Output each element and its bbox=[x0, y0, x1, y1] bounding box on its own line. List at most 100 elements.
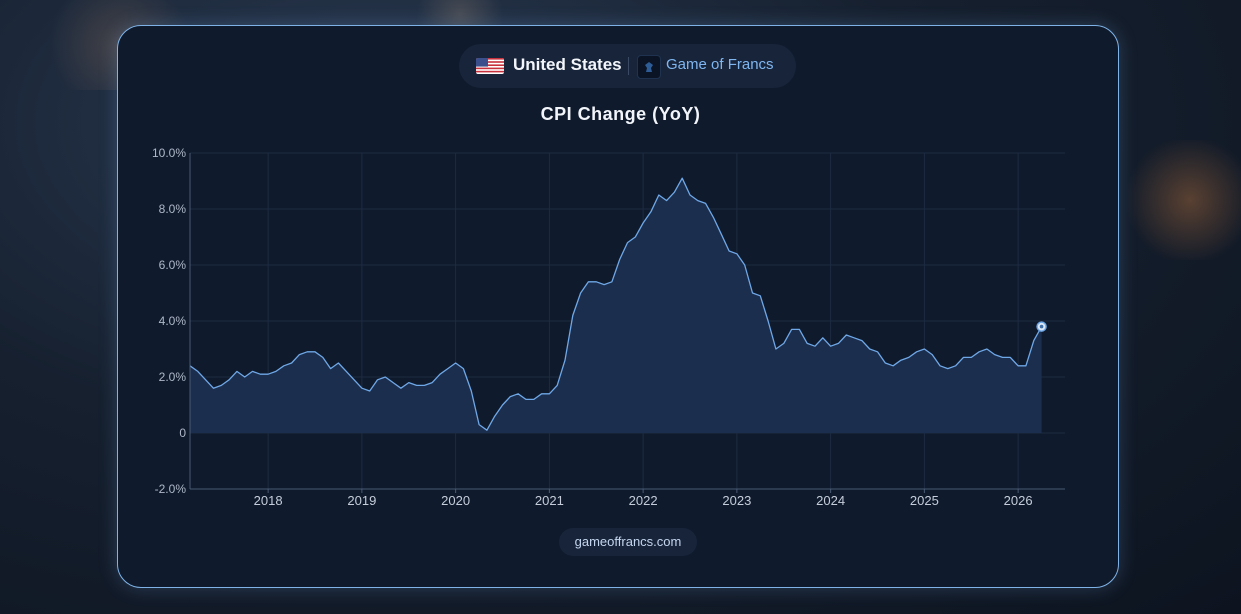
cpi-point[interactable] bbox=[283, 365, 284, 366]
cpi-point[interactable] bbox=[603, 284, 604, 285]
cpi-point[interactable] bbox=[338, 362, 339, 363]
cpi-point[interactable] bbox=[299, 354, 300, 355]
cpi-point[interactable] bbox=[346, 371, 347, 372]
cpi-point[interactable] bbox=[557, 385, 558, 386]
cpi-point[interactable] bbox=[846, 334, 847, 335]
cpi-point[interactable] bbox=[611, 281, 612, 282]
cpi-point[interactable] bbox=[627, 242, 628, 243]
cpi-point[interactable] bbox=[963, 357, 964, 358]
cpi-point[interactable] bbox=[674, 192, 675, 193]
cpi-point[interactable] bbox=[682, 178, 683, 179]
cpi-point[interactable] bbox=[861, 340, 862, 341]
cpi-point[interactable] bbox=[330, 368, 331, 369]
cpi-point[interactable] bbox=[455, 362, 456, 363]
cpi-point[interactable] bbox=[908, 357, 909, 358]
cpi-point[interactable] bbox=[939, 365, 940, 366]
cpi-point[interactable] bbox=[541, 393, 542, 394]
cpi-point[interactable] bbox=[400, 388, 401, 389]
cpi-point[interactable] bbox=[439, 374, 440, 375]
cpi-point[interactable] bbox=[744, 264, 745, 265]
cpi-point[interactable] bbox=[408, 382, 409, 383]
cpi-point[interactable] bbox=[353, 379, 354, 380]
footer-site-link[interactable]: gameoffrancs.com bbox=[559, 528, 697, 556]
cpi-point[interactable] bbox=[244, 376, 245, 377]
cpi-point[interactable] bbox=[228, 379, 229, 380]
cpi-point[interactable] bbox=[721, 234, 722, 235]
cpi-point[interactable] bbox=[869, 348, 870, 349]
cpi-point[interactable] bbox=[260, 374, 261, 375]
cpi-point[interactable] bbox=[791, 329, 792, 330]
cpi-point[interactable] bbox=[978, 351, 979, 352]
cpi-point[interactable] bbox=[752, 292, 753, 293]
cpi-point[interactable] bbox=[486, 430, 487, 431]
brand-name[interactable]: Game of Francs bbox=[666, 56, 774, 73]
cpi-point[interactable] bbox=[494, 416, 495, 417]
cpi-point[interactable] bbox=[221, 385, 222, 386]
cpi-point[interactable] bbox=[1018, 365, 1019, 366]
cpi-point[interactable] bbox=[799, 329, 800, 330]
cpi-point[interactable] bbox=[369, 390, 370, 391]
cpi-point[interactable] bbox=[252, 371, 253, 372]
cpi-point[interactable] bbox=[314, 351, 315, 352]
cpi-point[interactable] bbox=[549, 393, 550, 394]
cpi-point[interactable] bbox=[533, 399, 534, 400]
cpi-point[interactable] bbox=[650, 211, 651, 212]
cpi-point[interactable] bbox=[510, 396, 511, 397]
cpi-point[interactable] bbox=[971, 357, 972, 358]
cpi-point[interactable] bbox=[635, 236, 636, 237]
cpi-point[interactable] bbox=[986, 348, 987, 349]
cpi-point[interactable] bbox=[197, 371, 198, 372]
cpi-point[interactable] bbox=[377, 379, 378, 380]
cpi-point[interactable] bbox=[463, 368, 464, 369]
cpi-point[interactable] bbox=[268, 374, 269, 375]
cpi-point[interactable] bbox=[424, 385, 425, 386]
cpi-point[interactable] bbox=[838, 343, 839, 344]
cpi-point[interactable] bbox=[783, 343, 784, 344]
cpi-point[interactable] bbox=[236, 371, 237, 372]
cpi-point[interactable] bbox=[822, 337, 823, 338]
cpi-point[interactable] bbox=[525, 399, 526, 400]
cpi-point[interactable] bbox=[588, 281, 589, 282]
cpi-point[interactable] bbox=[471, 390, 472, 391]
cpi-point[interactable] bbox=[385, 376, 386, 377]
cpi-point[interactable] bbox=[768, 320, 769, 321]
cpi-point[interactable] bbox=[643, 222, 644, 223]
cpi-point[interactable] bbox=[1002, 357, 1003, 358]
cpi-point[interactable] bbox=[885, 362, 886, 363]
cpi-point[interactable] bbox=[666, 200, 667, 201]
cpi-point[interactable] bbox=[596, 281, 597, 282]
cpi-point[interactable] bbox=[689, 194, 690, 195]
cpi-point[interactable] bbox=[432, 382, 433, 383]
cpi-point[interactable] bbox=[307, 351, 308, 352]
cpi-point[interactable] bbox=[924, 348, 925, 349]
cpi-point[interactable] bbox=[1033, 340, 1034, 341]
cpi-point[interactable] bbox=[393, 382, 394, 383]
cpi-point[interactable] bbox=[447, 368, 448, 369]
cpi-point[interactable] bbox=[814, 346, 815, 347]
cpi-point[interactable] bbox=[877, 351, 878, 352]
cpi-point[interactable] bbox=[760, 295, 761, 296]
cpi-point[interactable] bbox=[1010, 357, 1011, 358]
cpi-point[interactable] bbox=[361, 388, 362, 389]
cpi-point[interactable] bbox=[728, 250, 729, 251]
cpi-point[interactable] bbox=[275, 371, 276, 372]
cpi-point[interactable] bbox=[478, 424, 479, 425]
cpi-point[interactable] bbox=[564, 360, 565, 361]
cpi-point[interactable] bbox=[213, 388, 214, 389]
cpi-point[interactable] bbox=[416, 385, 417, 386]
cpi-point[interactable] bbox=[900, 360, 901, 361]
cpi-point[interactable] bbox=[807, 343, 808, 344]
cpi-point[interactable] bbox=[205, 379, 206, 380]
cpi-point[interactable] bbox=[713, 217, 714, 218]
cpi-point[interactable] bbox=[893, 365, 894, 366]
cpi-point[interactable] bbox=[580, 292, 581, 293]
cpi-point[interactable] bbox=[705, 203, 706, 204]
cpi-point[interactable] bbox=[775, 348, 776, 349]
cpi-point[interactable] bbox=[572, 315, 573, 316]
cpi-point[interactable] bbox=[518, 393, 519, 394]
cpi-point[interactable] bbox=[322, 357, 323, 358]
cpi-point[interactable] bbox=[658, 194, 659, 195]
cpi-point[interactable] bbox=[619, 259, 620, 260]
cpi-point[interactable] bbox=[736, 253, 737, 254]
cpi-point[interactable] bbox=[994, 354, 995, 355]
